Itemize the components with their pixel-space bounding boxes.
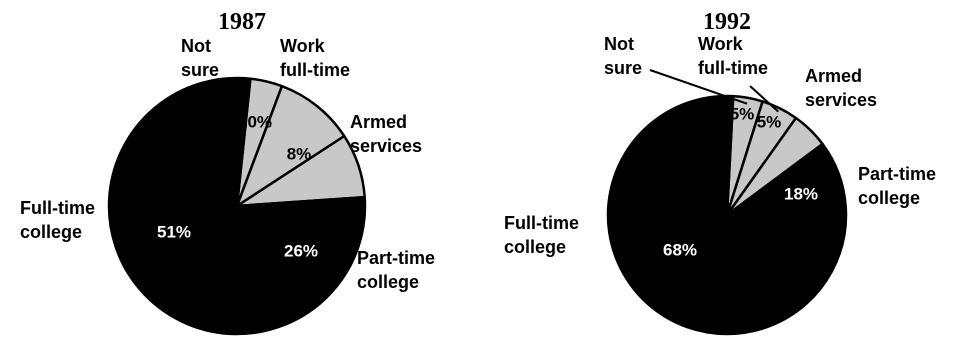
pie-slice — [234, 195, 367, 336]
pie-title-1987: 1987 — [218, 9, 266, 35]
slice-value-label: 51% — [157, 222, 191, 241]
pie-slice — [107, 76, 252, 336]
slice-category-label: Work full-time — [698, 34, 768, 78]
pie-slice — [725, 142, 848, 273]
slice-category-label: Full-time college — [20, 198, 95, 242]
slice-category-label: Part-time college — [858, 164, 936, 208]
pie-chart-1987: 1987 4% Not sure 10% Work full-time 8% Armed ser… — [20, 9, 435, 336]
slice-value-label: 4% — [703, 104, 728, 123]
pie-slice — [235, 84, 346, 208]
slice-value-label: 26% — [284, 241, 318, 260]
slice-value-label: 18% — [784, 184, 818, 203]
slice-category-label: Full-time college — [504, 213, 579, 257]
pie-slice — [606, 94, 834, 336]
slice-value-label: 5% — [730, 104, 755, 123]
slice-value-label: 8% — [287, 144, 312, 163]
slice-category-label: Work full-time — [280, 36, 350, 80]
pie-chart-1992: 1992 4% Not sure 5% Work full-time 5% Armed serv… — [504, 9, 936, 336]
slice-value-label: 68% — [663, 240, 697, 259]
slice-category-label: Armed services — [350, 112, 422, 156]
slice-value-label: 10% — [238, 112, 272, 131]
slice-category-label: Not sure — [181, 36, 219, 80]
leader-line — [749, 85, 779, 113]
slice-category-label: Armed services — [805, 66, 877, 110]
slice-category-label: Part-time college — [357, 248, 435, 292]
slice-value-label: 4% — [210, 89, 235, 108]
slice-category-label: Not sure — [604, 34, 642, 78]
leader-line — [649, 69, 748, 105]
slice-value-label: 5% — [757, 112, 782, 131]
pie-title-1992: 1992 — [703, 9, 751, 35]
